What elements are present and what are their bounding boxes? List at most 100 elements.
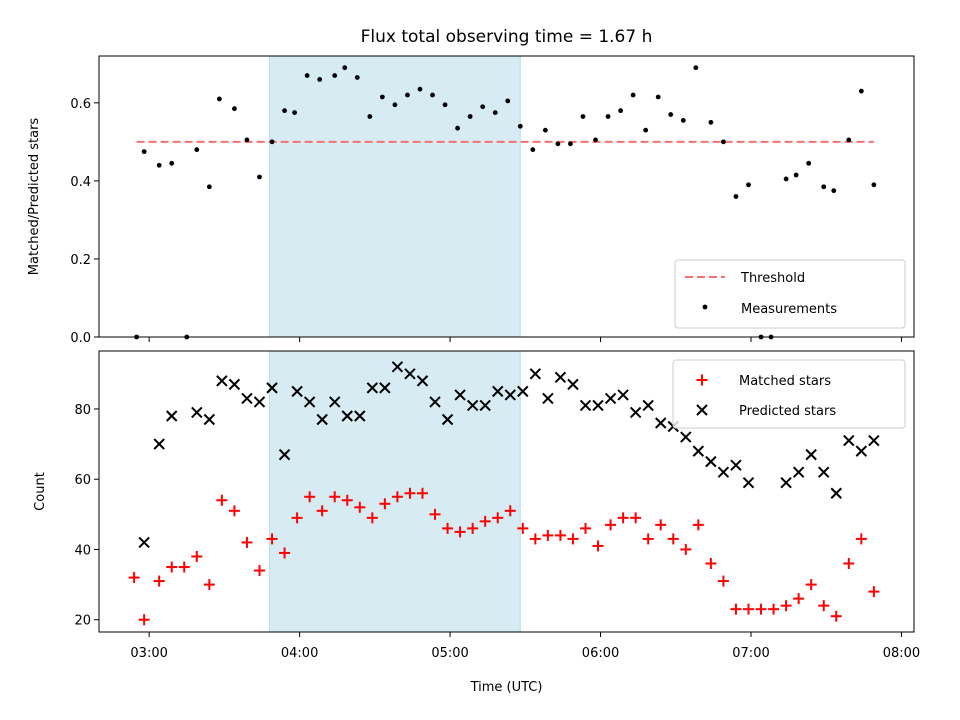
predicted-star-point [479, 399, 491, 412]
measurement-point [846, 137, 852, 143]
measurement-point [630, 92, 636, 98]
predicted-star-stroke-b [316, 413, 328, 426]
measurement-point [568, 141, 573, 147]
predicted-star-point [805, 448, 817, 461]
y-tick-label: 0.6 [70, 97, 91, 112]
matched-star-point [692, 519, 704, 531]
matched-star-point [768, 603, 780, 615]
measurement-point [783, 176, 789, 182]
predicted-star-point [579, 399, 592, 412]
predicted-star-point [466, 399, 479, 412]
predicted-star-point [166, 410, 178, 422]
matched-star-point [529, 533, 541, 545]
predicted-star-stroke-b [542, 392, 554, 405]
matched-star-point [266, 533, 278, 545]
measurement-point [367, 114, 373, 119]
matched-star-point [855, 533, 867, 545]
predicted-star-stroke-b [818, 466, 830, 478]
measurement-point [430, 92, 435, 98]
predicted-star-point [629, 406, 642, 419]
predicted-star-point [655, 417, 667, 429]
predicted-star-stroke-b [354, 410, 366, 422]
matched-star-point [780, 600, 792, 612]
legend-predicted-label: Predicted stars [739, 404, 836, 419]
predicted-star-stroke-b [166, 410, 178, 422]
predicted-star-stroke-b [138, 536, 150, 549]
ratio-legend: Threshold Measurements [674, 259, 906, 329]
measurement-point [257, 174, 262, 180]
matched-star-point [391, 491, 403, 503]
predicted-star-stroke-b [416, 375, 429, 387]
predicted-star-point [830, 487, 842, 499]
measurement-point [643, 127, 649, 133]
matched-star-point [742, 603, 754, 615]
matched-star-point [655, 519, 667, 531]
matched-star-point [605, 519, 617, 531]
matched-star-point [717, 575, 729, 587]
predicted-star-stroke-b [680, 431, 692, 443]
measurement-point [655, 94, 661, 100]
measurement-point [269, 139, 275, 145]
y-tick-label: 0.2 [70, 253, 91, 268]
predicted-star-stroke-b [655, 417, 667, 429]
predicted-star-stroke-b [517, 385, 529, 398]
matched-star-point [153, 575, 165, 587]
matched-star-point [617, 512, 629, 524]
measurement-point [417, 86, 423, 92]
predicted-star-stroke-b [203, 413, 216, 426]
measurement-point [332, 73, 338, 78]
measurement-point [216, 96, 222, 102]
matched-star-point [354, 501, 366, 513]
predicted-star-stroke-b [780, 477, 792, 489]
predicted-star-stroke-b [241, 392, 253, 405]
matched-star-point [592, 540, 604, 552]
predicted-star-stroke-b [479, 399, 491, 412]
measurement-point [292, 110, 297, 115]
measurement-point [232, 106, 237, 112]
matched-star-point [830, 610, 842, 622]
predicted-star-stroke-b [692, 445, 705, 457]
count-legend: Matched stars Predicted stars [672, 359, 906, 429]
matched-star-point [818, 600, 830, 612]
predicted-star-stroke-b [216, 375, 228, 387]
predicted-star-stroke-b [153, 438, 165, 450]
measurement-point [542, 127, 548, 133]
measurement-point [605, 114, 611, 119]
predicted-star-point [416, 375, 429, 387]
predicted-star-stroke-b [792, 466, 805, 478]
predicted-star-point [354, 410, 366, 422]
predicted-star-stroke-b [266, 382, 278, 394]
measurement-point [141, 149, 147, 155]
predicted-star-stroke-b [466, 399, 479, 412]
predicted-star-point [642, 399, 654, 412]
predicted-star-stroke-b [291, 385, 303, 398]
predicted-star-stroke-b [404, 368, 416, 380]
predicted-star-stroke-b [730, 459, 742, 471]
measurement-point [555, 141, 561, 147]
predicted-star-point [228, 378, 241, 391]
predicted-star-stroke-b [329, 396, 341, 408]
matched-star-point [241, 536, 253, 548]
measurement-point [467, 114, 473, 119]
matched-star-point [404, 487, 416, 499]
predicted-star-point [517, 385, 529, 398]
measurement-point [746, 182, 751, 188]
count-y-axis-label: Count [33, 472, 48, 511]
predicted-star-stroke-b [592, 399, 604, 412]
measurement-point [618, 108, 623, 114]
predicted-star-stroke-b [604, 392, 617, 405]
y-tick-label: 0.4 [70, 175, 91, 190]
measurement-point [821, 184, 827, 190]
predicted-star-point [504, 389, 516, 401]
x-tick-label: 04:00 [281, 646, 318, 661]
predicted-star-stroke-b [830, 487, 842, 499]
matched-star-point [479, 515, 491, 527]
predicted-star-point [153, 438, 165, 450]
measurement-point [442, 102, 448, 108]
matched-star-point [542, 529, 554, 541]
predicted-star-point [592, 399, 604, 412]
predicted-star-point [818, 466, 830, 478]
measurement-point [693, 65, 699, 71]
predicted-star-point [216, 375, 228, 387]
measurement-point [317, 77, 323, 82]
